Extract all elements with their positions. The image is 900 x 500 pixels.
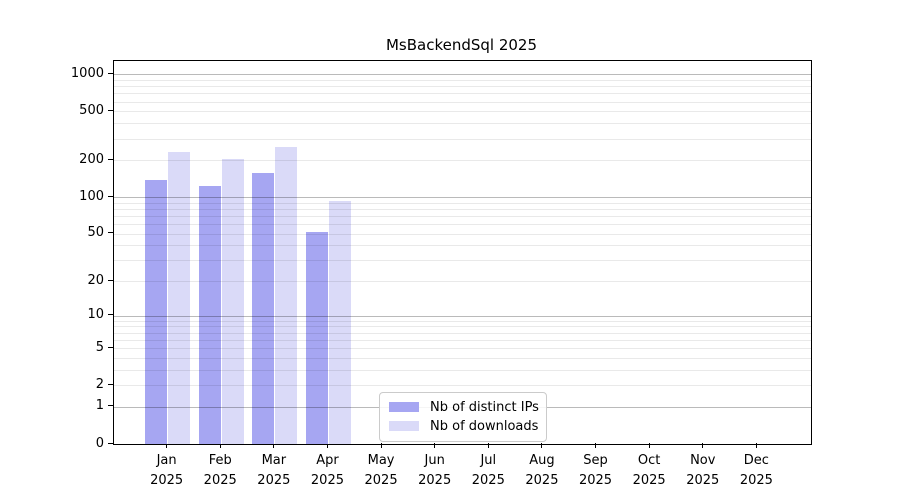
y-tick-label: 20 <box>87 272 104 288</box>
x-tick-month: Aug <box>529 453 555 468</box>
legend-label-distinct-ips: Nb of distinct IPs <box>430 399 539 415</box>
x-tick-mark <box>755 443 757 448</box>
legend-swatch-distinct-ips <box>389 402 419 412</box>
bar-downloads-mar <box>275 146 298 444</box>
x-tick-label: Oct 2025 <box>617 451 681 490</box>
y-tick-label: 200 <box>79 151 104 167</box>
x-tick-month: Dec <box>743 453 769 468</box>
bar-distinct-ips-mar <box>252 172 275 444</box>
bar-distinct-ips-jan <box>145 180 168 444</box>
minor-gridline <box>114 93 811 95</box>
y-tick-label: 10 <box>87 307 104 323</box>
x-tick-mark <box>702 443 704 448</box>
x-tick-year: 2025 <box>257 472 291 488</box>
bar-distinct-ips-apr <box>305 231 328 444</box>
minor-gridline <box>114 138 811 140</box>
x-tick-month: May <box>367 453 395 468</box>
x-tick-year: 2025 <box>578 472 613 488</box>
x-tick-label: Nov 2025 <box>671 451 735 490</box>
y-tick-label: 1 <box>95 398 104 414</box>
y-tick-mark <box>108 279 113 281</box>
x-tick-year: 2025 <box>632 472 666 488</box>
y-tick-mark <box>108 383 113 385</box>
major-gridline <box>114 74 811 76</box>
x-tick-year: 2025 <box>150 472 184 488</box>
x-tick-label: Apr 2025 <box>295 451 359 490</box>
x-tick-label: Feb 2025 <box>188 451 252 490</box>
x-tick-month: Feb <box>208 453 232 468</box>
x-tick-label: Sep 2025 <box>564 451 628 490</box>
y-tick-label: 2 <box>95 376 104 392</box>
y-tick-label: 100 <box>79 188 104 204</box>
x-tick-label: May 2025 <box>349 451 413 490</box>
x-tick-month: Jan <box>156 453 177 468</box>
x-tick-year: 2025 <box>739 472 773 488</box>
y-tick-mark <box>108 405 113 407</box>
y-tick-mark <box>108 109 113 111</box>
x-tick-mark <box>487 443 489 448</box>
legend-item-downloads: Nb of downloads <box>389 418 539 434</box>
y-tick-label: 1000 <box>70 65 104 81</box>
x-tick-month: Mar <box>261 453 287 468</box>
x-tick-mark <box>541 443 543 448</box>
bar-distinct-ips-feb <box>198 186 221 444</box>
y-tick-mark <box>108 158 113 160</box>
x-tick-month: Jul <box>480 453 497 468</box>
y-tick-mark <box>108 346 113 348</box>
y-tick-mark <box>108 232 113 234</box>
x-tick-year: 2025 <box>310 472 344 488</box>
legend-label-downloads: Nb of downloads <box>430 418 539 434</box>
x-tick-month: Apr <box>316 453 339 468</box>
y-tick-label: 50 <box>87 225 104 241</box>
plot-area <box>113 60 812 445</box>
x-tick-mark <box>166 443 168 448</box>
x-tick-label: Jan 2025 <box>135 451 199 490</box>
x-tick-month: Nov <box>690 453 716 468</box>
bar-downloads-feb <box>221 159 244 444</box>
x-tick-label: Aug 2025 <box>510 451 574 490</box>
y-tick-label: 0 <box>95 435 104 451</box>
x-tick-label: Mar 2025 <box>242 451 306 490</box>
x-tick-year: 2025 <box>418 472 452 488</box>
x-tick-label: Jul 2025 <box>456 451 520 490</box>
x-tick-year: 2025 <box>364 472 398 488</box>
y-tick-mark <box>108 195 113 197</box>
x-tick-label: Dec 2025 <box>724 451 788 490</box>
y-tick-mark <box>108 314 113 316</box>
chart-title: MsBackendSql 2025 <box>385 36 538 54</box>
y-tick-mark <box>108 72 113 74</box>
legend-swatch-downloads <box>389 421 419 431</box>
x-tick-year: 2025 <box>525 472 559 488</box>
minor-gridline <box>114 160 811 162</box>
bar-downloads-jan <box>168 152 191 444</box>
minor-gridline <box>114 123 811 125</box>
minor-gridline <box>114 86 811 88</box>
x-tick-label: Jun 2025 <box>403 451 467 490</box>
x-tick-month: Jun <box>424 453 445 468</box>
legend-item-distinct-ips: Nb of distinct IPs <box>389 399 539 415</box>
x-tick-year: 2025 <box>686 472 720 488</box>
x-tick-mark <box>273 443 275 448</box>
x-tick-month: Sep <box>583 453 608 468</box>
minor-gridline <box>114 101 811 103</box>
x-tick-year: 2025 <box>203 472 237 488</box>
x-tick-year: 2025 <box>471 472 505 488</box>
minor-gridline <box>114 79 811 81</box>
x-tick-mark <box>219 443 221 448</box>
minor-gridline <box>114 111 811 113</box>
y-tick-label: 5 <box>95 339 104 355</box>
y-tick-label: 500 <box>79 102 104 118</box>
x-tick-month: Oct <box>637 453 661 468</box>
x-tick-mark <box>326 443 328 448</box>
x-tick-mark <box>434 443 436 448</box>
x-tick-mark <box>595 443 597 448</box>
bar-downloads-apr <box>328 201 351 444</box>
y-tick-mark <box>108 442 113 444</box>
legend: Nb of distinct IPs Nb of downloads <box>379 392 547 442</box>
x-tick-mark <box>380 443 382 448</box>
x-tick-mark <box>648 443 650 448</box>
